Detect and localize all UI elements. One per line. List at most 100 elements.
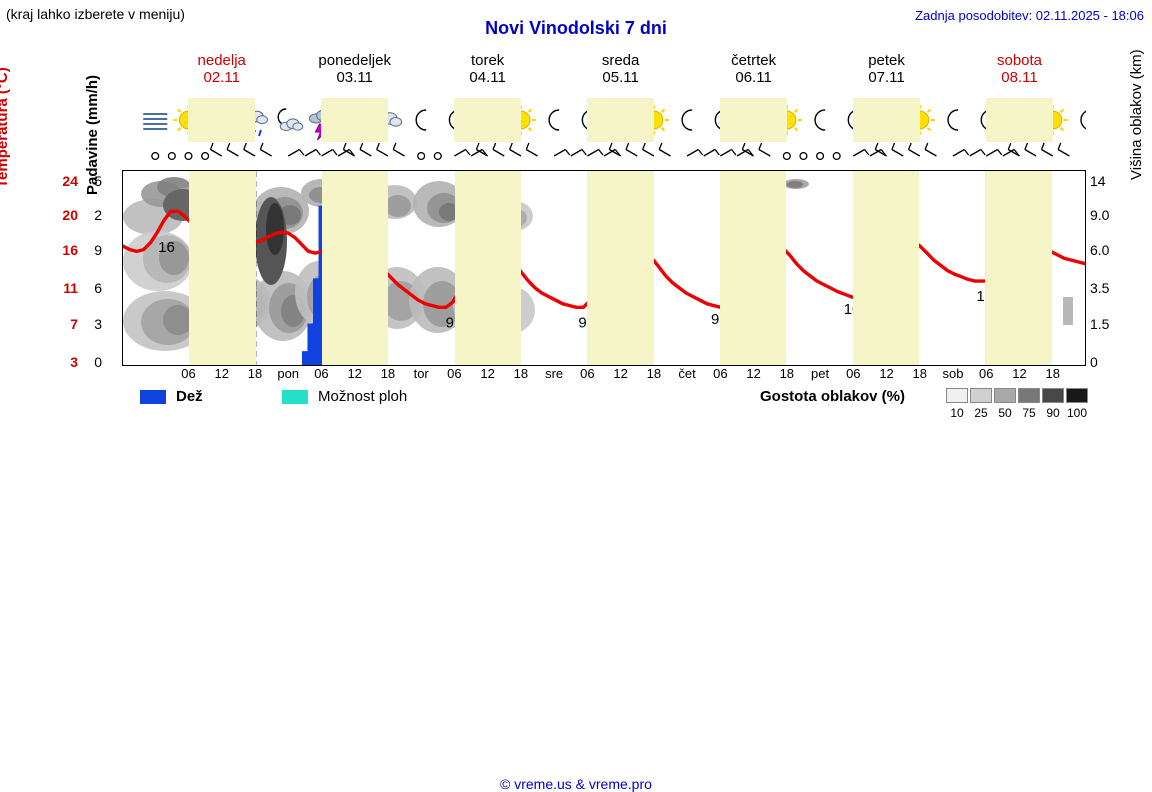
cloud-density-swatch (994, 388, 1016, 403)
x-tick: 18 (513, 366, 529, 381)
wind-barb (184, 151, 193, 161)
daylight-bands-icons (122, 98, 1086, 142)
wind-barb (337, 148, 355, 157)
x-tick: pon (277, 366, 300, 381)
wind-barb (869, 148, 887, 157)
weather-icon-moon (814, 109, 826, 131)
day-name: ponedeljek (318, 52, 391, 69)
copyright-link[interactable]: © vreme.us & vreme.pro (500, 776, 652, 792)
day-name: petek (868, 52, 905, 69)
daylight-band (986, 98, 1053, 142)
wind-barb (321, 148, 338, 157)
wind-barb (376, 142, 389, 157)
wind-barb (209, 142, 223, 157)
wind-barb (553, 148, 571, 157)
temp-tick: 20 (62, 207, 78, 223)
wind-barb (608, 142, 621, 157)
day-header-4: sreda 05.11 (551, 52, 691, 86)
wind-barb (392, 142, 405, 157)
wind-barb (625, 142, 638, 157)
day-header-5: četrtek 06.11 (684, 52, 824, 86)
x-tick: 12 (480, 366, 495, 381)
x-tick: pet (811, 366, 830, 381)
daylight-band (454, 98, 521, 142)
weather-icon-fog (143, 113, 168, 130)
wind-barb (952, 148, 970, 157)
wind-barb (985, 148, 1003, 157)
last-updated: Zadnja posodobitev: 02.11.2025 - 18:06 (915, 8, 1144, 23)
wind-barb (1007, 142, 1020, 157)
x-tick: 12 (879, 366, 894, 381)
weather-icon-moon (681, 109, 693, 131)
x-tick: tor (413, 366, 429, 381)
day-date: 06.11 (735, 69, 772, 86)
daylight-band (985, 171, 1052, 365)
x-axis-ticks: 06 12 18 pon 06 12 18 tor 06 12 18 sre 06 12 18 čet 06 12… (122, 366, 1086, 384)
day-date: 02.11 (203, 69, 240, 86)
cloud-density-legend-label: Gostota oblakov (%) (760, 388, 906, 405)
cloudheight-axis-title: Višina oblakov (km) (1128, 49, 1145, 180)
cloud-density-tick: 50 (998, 406, 1012, 420)
showers-legend-label: Možnost ploh (318, 388, 408, 405)
x-tick: 18 (912, 366, 928, 381)
wind-barb (167, 151, 176, 161)
cloud-density-swatch (970, 388, 992, 403)
wind-barb (642, 142, 655, 157)
daylight-band (454, 171, 522, 365)
cloudheight-tick: 14 (1090, 173, 1106, 189)
x-tick: 06 (846, 366, 861, 381)
wind-barb (686, 148, 704, 157)
x-tick: 18 (247, 366, 263, 381)
day-name: nedelja (197, 52, 246, 69)
page-title: Novi Vinodolski 7 dni (485, 18, 667, 38)
cloudheight-tick: 3.5 (1090, 280, 1110, 296)
location-menu-note: (kraj lahko izberete v meniju) (6, 6, 185, 22)
precip-tick: 6 (94, 280, 102, 296)
wind-barb (799, 151, 808, 161)
wind-barb (1002, 148, 1019, 157)
wind-barb (891, 142, 904, 157)
temp-point-label: 9 (446, 314, 454, 331)
wind-barb (433, 151, 442, 161)
x-tick: 06 (580, 366, 595, 381)
wind-barb-row (122, 142, 1086, 170)
day-name: sobota (996, 52, 1043, 69)
wind-barb (741, 142, 754, 157)
wind-barb (658, 142, 671, 157)
x-tick: 18 (646, 366, 662, 381)
wind-barb (509, 142, 522, 157)
wind-barb (587, 148, 604, 157)
temp-tick: 3 (70, 354, 78, 370)
x-tick: 06 (447, 366, 462, 381)
wind-barb (874, 142, 887, 157)
wind-barb (201, 151, 210, 161)
cloud-density-swatch (1066, 388, 1088, 403)
day-date: 08.11 (1001, 69, 1038, 86)
daylight-bands (123, 171, 1085, 365)
daylight-band (852, 171, 920, 365)
wind-barb (492, 142, 505, 157)
x-tick: 12 (746, 366, 761, 381)
cloud-density-swatch (1018, 388, 1040, 403)
wind-barb (816, 151, 825, 161)
wind-barb (259, 142, 272, 157)
precip-tick: 0 (94, 354, 102, 370)
day-name: sreda (601, 52, 640, 69)
x-tick: 12 (613, 366, 628, 381)
wind-barb (1057, 142, 1070, 157)
showers-swatch (282, 390, 308, 404)
daylight-band (587, 98, 654, 142)
wind-barb (570, 148, 587, 157)
day-date: 05.11 (602, 69, 639, 86)
daylight-band (720, 98, 787, 142)
day-header-6: petek 07.11 (817, 52, 957, 86)
weather-icon-moon (1080, 110, 1086, 130)
weather-icon-moon (947, 109, 959, 131)
weather-icon-moon-cloud (277, 108, 304, 131)
temp-tick: 16 (62, 242, 78, 258)
temperature-axis-ticks: 24 20 16 11 7 3 (44, 168, 78, 370)
temperature-axis-title: Temperatura (°C) (0, 67, 11, 188)
wind-barb (782, 151, 791, 161)
daylight-band (587, 171, 654, 365)
cloud-density-tick: 75 (1022, 406, 1036, 420)
